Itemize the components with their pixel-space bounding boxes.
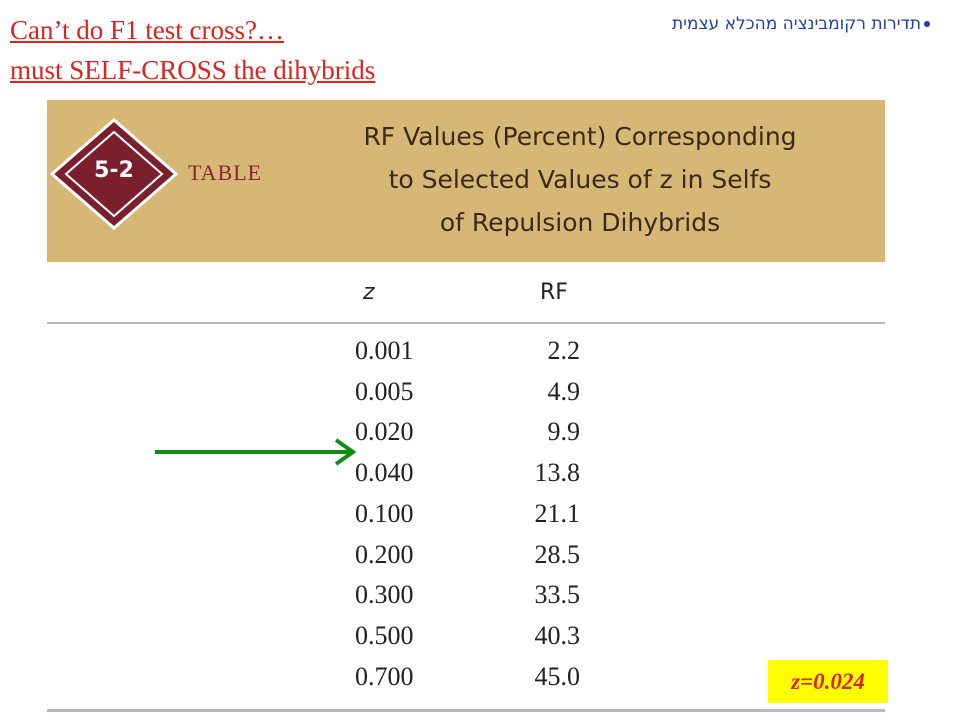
table-title: RF Values (Percent) Corresponding to Sel… xyxy=(300,115,860,244)
z-cell: 0.700 xyxy=(355,661,414,691)
rf-cell: 45.0 xyxy=(534,661,581,691)
rf-cell: 4.9 xyxy=(547,376,581,406)
column-header: RF xyxy=(540,280,568,305)
rf-cell: 2.2 xyxy=(547,336,581,365)
badge xyxy=(50,118,179,230)
title-line: of Repulsion Dihybrids xyxy=(439,208,721,237)
title-line: to Selected Values of z in Selfs xyxy=(388,165,772,194)
z-cell: 0.100 xyxy=(355,498,414,528)
rf-cell: 40.3 xyxy=(534,620,581,650)
table-word: TABLE xyxy=(188,160,263,185)
heading: Can’t do F1 test cross?… must SELF-CROSS… xyxy=(10,10,375,90)
rule xyxy=(47,709,885,712)
arrow xyxy=(155,438,357,466)
heading-line: Can’t do F1 test cross?… xyxy=(10,15,284,45)
note-box: z=0.024 xyxy=(768,660,888,703)
z-cell: 0.001 xyxy=(355,336,414,365)
bullet-dot xyxy=(924,21,930,27)
rf-cell: 13.8 xyxy=(534,458,581,488)
title-line: RF Values (Percent) Corresponding xyxy=(363,122,797,151)
rf-cell: 9.9 xyxy=(547,417,581,447)
z-cell: 0.500 xyxy=(355,620,414,650)
z-cell: 0.200 xyxy=(355,539,414,569)
z-cell: 0.020 xyxy=(355,417,414,447)
column-header: z xyxy=(363,280,375,305)
heading-line: must SELF-CROSS the dihybrids xyxy=(10,55,376,85)
rule xyxy=(47,322,885,324)
badge-label: 5-2 xyxy=(94,158,134,183)
bullet-item: תדירות רקומבינציה מהכלא עצמית xyxy=(672,14,930,34)
z-cell: 0.005 xyxy=(355,376,414,406)
z-cell: 0.300 xyxy=(355,580,414,610)
bullet-text: תדירות רקומבינציה מהכלא עצמית xyxy=(671,14,921,34)
table-header-band xyxy=(47,100,885,262)
rf-cell: 21.1 xyxy=(534,498,581,528)
rf-cell: 28.5 xyxy=(534,539,581,569)
z-cell: 0.040 xyxy=(355,458,414,488)
rf-cell: 33.5 xyxy=(534,580,581,610)
